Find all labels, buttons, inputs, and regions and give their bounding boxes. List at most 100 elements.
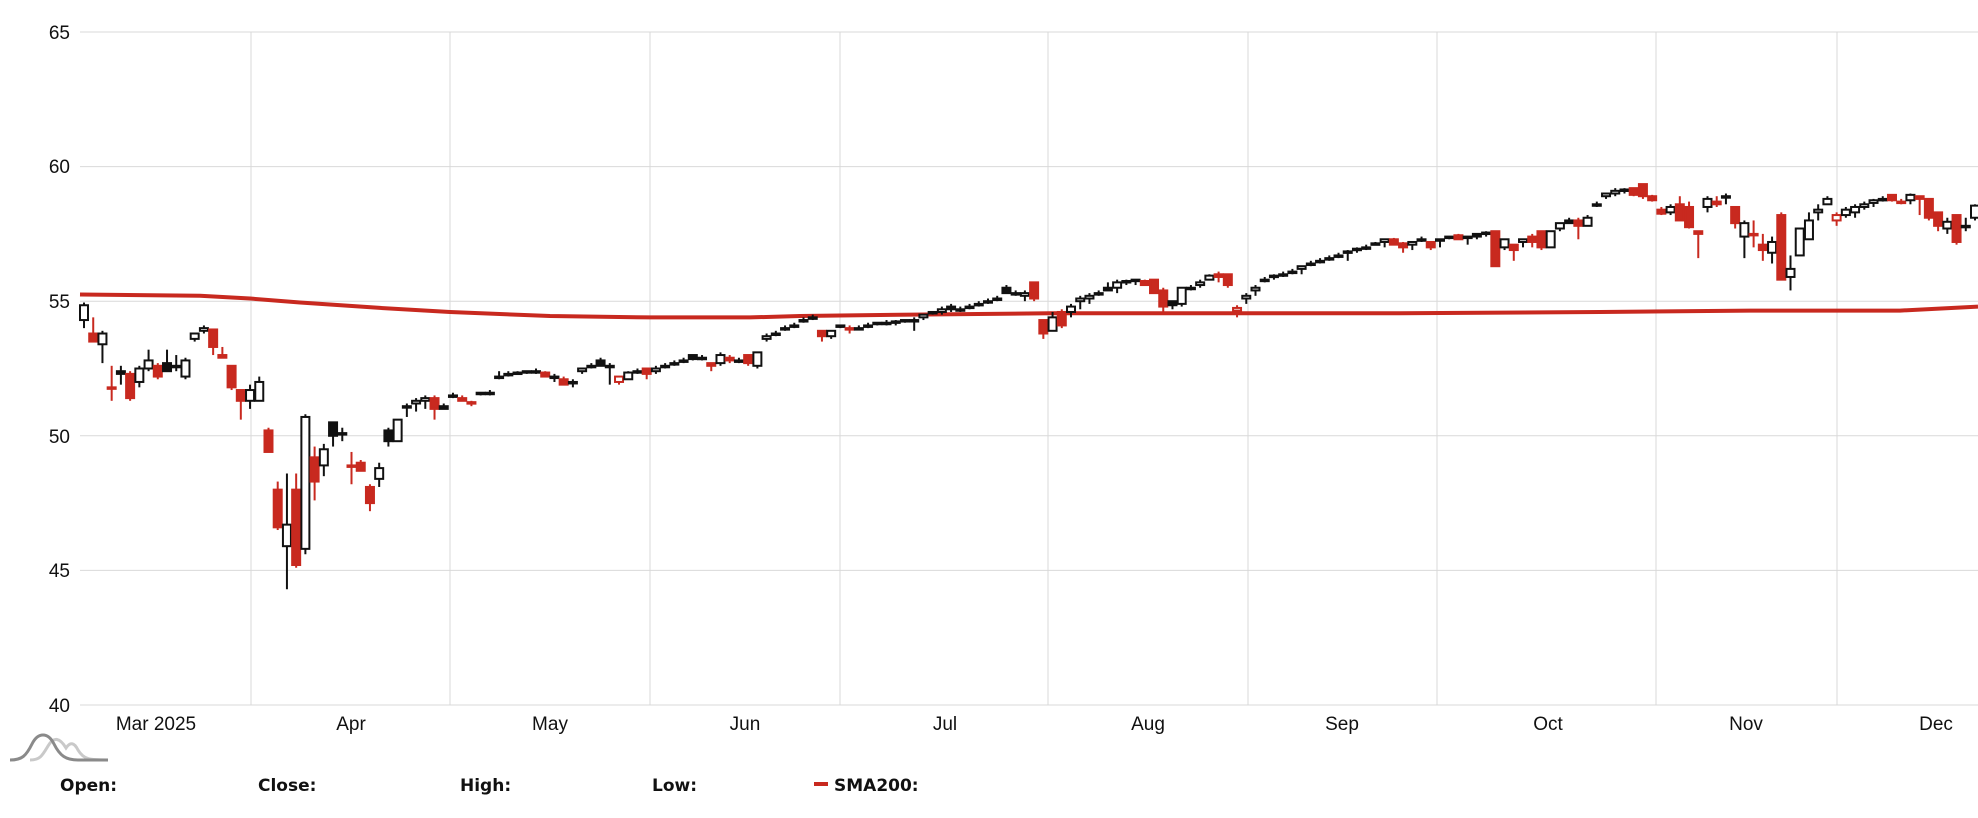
candle[interactable] [1296, 265, 1307, 275]
candle[interactable] [530, 368, 541, 374]
candle[interactable] [955, 306, 966, 312]
candle[interactable] [79, 302, 89, 329]
candle[interactable] [641, 367, 652, 380]
candle[interactable] [226, 364, 237, 391]
candle[interactable] [687, 354, 698, 361]
candle[interactable] [1268, 274, 1279, 280]
candle[interactable] [1508, 243, 1519, 261]
candle[interactable] [1813, 204, 1824, 221]
candle[interactable] [1287, 268, 1298, 275]
candle[interactable] [1914, 195, 1925, 216]
candle[interactable] [1250, 285, 1261, 296]
candle[interactable] [1204, 274, 1215, 281]
candle[interactable] [198, 325, 209, 334]
candle[interactable] [318, 443, 329, 477]
candle[interactable] [595, 357, 606, 367]
candle[interactable] [936, 306, 947, 315]
candle[interactable] [337, 427, 348, 442]
candle[interactable] [1370, 241, 1381, 246]
candle[interactable] [374, 462, 385, 487]
candle[interactable] [1167, 300, 1178, 310]
candle[interactable] [1093, 290, 1104, 296]
candle[interactable] [1010, 290, 1021, 296]
candle[interactable] [1462, 235, 1473, 245]
candle[interactable] [1905, 193, 1916, 205]
candle[interactable] [1803, 212, 1814, 241]
candle[interactable] [383, 427, 394, 447]
candle[interactable] [328, 421, 339, 447]
candle[interactable] [1222, 273, 1233, 288]
candle[interactable] [457, 395, 468, 402]
candle[interactable] [1896, 198, 1907, 205]
candle[interactable] [697, 355, 708, 361]
candle[interactable] [899, 319, 910, 323]
candle[interactable] [1840, 206, 1851, 218]
candle[interactable] [604, 363, 615, 385]
candle[interactable] [346, 451, 357, 485]
candle[interactable] [106, 365, 117, 401]
candle[interactable] [1029, 281, 1040, 302]
candle[interactable] [125, 371, 136, 401]
candle[interactable] [189, 332, 200, 342]
candle[interactable] [660, 363, 671, 369]
candle[interactable] [1102, 282, 1113, 292]
candle[interactable] [1601, 192, 1612, 199]
candle[interactable] [1425, 240, 1436, 251]
candle[interactable] [1591, 201, 1602, 207]
candle[interactable] [1942, 217, 1953, 234]
candle[interactable] [475, 391, 486, 396]
candle[interactable] [1518, 238, 1529, 248]
candle[interactable] [1536, 230, 1547, 251]
candle[interactable] [1158, 287, 1169, 312]
candle[interactable] [650, 365, 661, 374]
candle[interactable] [1960, 217, 1971, 232]
candle[interactable] [1407, 240, 1418, 251]
candle[interactable] [1877, 196, 1888, 202]
candle[interactable] [844, 325, 855, 334]
candle[interactable] [466, 400, 477, 407]
candle[interactable] [1434, 238, 1445, 248]
candle[interactable] [143, 349, 154, 372]
candle[interactable] [1831, 212, 1842, 226]
candle[interactable] [521, 370, 532, 374]
candle[interactable] [1195, 279, 1206, 288]
candle[interactable] [115, 365, 126, 385]
candle[interactable] [438, 403, 449, 410]
candle[interactable] [1822, 196, 1833, 206]
candle[interactable] [1564, 217, 1575, 225]
candlestick-chart[interactable]: 65 60 55 50 45 40 Mar 2025 Apr May Jun J… [0, 0, 1978, 770]
candle[interactable] [1278, 271, 1289, 277]
candle[interactable] [1185, 285, 1196, 291]
candle[interactable] [964, 303, 975, 310]
candle[interactable] [1757, 233, 1768, 261]
candle[interactable] [1232, 305, 1243, 318]
candle[interactable] [217, 346, 228, 359]
candle[interactable] [1241, 293, 1252, 304]
candle[interactable] [586, 363, 597, 369]
candle[interactable] [1001, 285, 1012, 295]
candle[interactable] [1868, 198, 1879, 207]
candle[interactable] [1628, 187, 1639, 197]
candle[interactable] [1767, 236, 1778, 264]
candle[interactable] [1084, 293, 1095, 304]
candle[interactable] [411, 398, 422, 412]
candle[interactable] [1656, 206, 1667, 216]
candle[interactable] [1702, 196, 1713, 213]
candle[interactable] [1056, 309, 1067, 329]
candle[interactable] [180, 357, 191, 380]
candle[interactable] [623, 371, 634, 381]
candle[interactable] [1453, 233, 1464, 241]
candle[interactable] [789, 322, 800, 329]
candle[interactable] [853, 325, 864, 331]
candle[interactable] [549, 373, 560, 382]
candle[interactable] [1112, 279, 1123, 294]
candle[interactable] [1850, 204, 1861, 218]
candle[interactable] [401, 403, 412, 417]
candle[interactable] [503, 371, 514, 377]
candle[interactable] [1075, 295, 1086, 310]
candle[interactable] [743, 354, 754, 366]
candle[interactable] [97, 330, 108, 364]
candle[interactable] [1545, 230, 1556, 249]
candle[interactable] [909, 317, 920, 331]
candle[interactable] [300, 414, 311, 555]
